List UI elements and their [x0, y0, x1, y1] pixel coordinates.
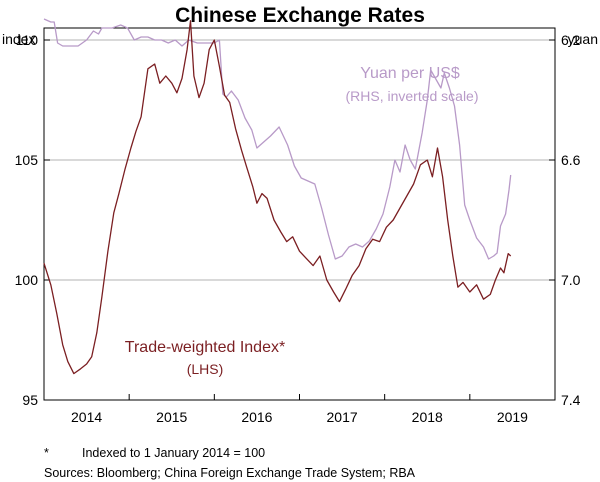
right-tick-label: 6.6 [561, 152, 581, 168]
footnote-sources: Sources: Bloomberg; China Foreign Exchan… [44, 466, 416, 480]
right-axis-unit: yuan [568, 31, 598, 47]
footnote-indexed: Indexed to 1 January 2014 = 100 [82, 446, 266, 460]
left-tick-label: 100 [15, 272, 39, 288]
right-tick-label: 7.0 [561, 272, 581, 288]
footnote-star: * [44, 446, 49, 460]
plot-frame [43, 27, 556, 401]
chart-title: Chinese Exchange Rates [175, 4, 425, 27]
x-tick-label: 2016 [241, 409, 272, 425]
x-tick-label: 2019 [497, 409, 528, 425]
x-tick-label: 2017 [327, 409, 358, 425]
twi-series-sublabel: (LHS) [187, 361, 224, 377]
left-tick-label: 110 [16, 32, 39, 48]
twi-series-label: Trade-weighted Index* [125, 339, 285, 356]
right-axis-ticks: 7.4 7.0 6.6 6.2 [549, 32, 581, 408]
left-tick-label: 95 [22, 392, 38, 408]
trade-weighted-index-line [43, 20, 512, 375]
x-axis-ticks: 2014 2015 2016 2017 2018 2019 [43, 394, 556, 425]
yuan-series-label: Yuan per US$ [360, 65, 460, 82]
left-axis-unit: index [2, 31, 35, 47]
x-tick-label: 2018 [412, 409, 443, 425]
x-tick-label: 2014 [71, 409, 102, 425]
yuan-per-usd-line [43, 18, 512, 260]
chinese-exchange-rates-chart: Chinese Exchange Rates index yuan 95 100 1… [2, 4, 598, 425]
x-tick-label: 2015 [156, 409, 187, 425]
right-tick-label: 7.4 [561, 392, 581, 408]
yuan-series-sublabel: (RHS, inverted scale) [345, 88, 478, 104]
left-tick-label: 105 [15, 152, 39, 168]
left-axis-ticks: 95 100 105 110 [15, 32, 50, 408]
right-tick-label: 6.2 [561, 32, 581, 48]
